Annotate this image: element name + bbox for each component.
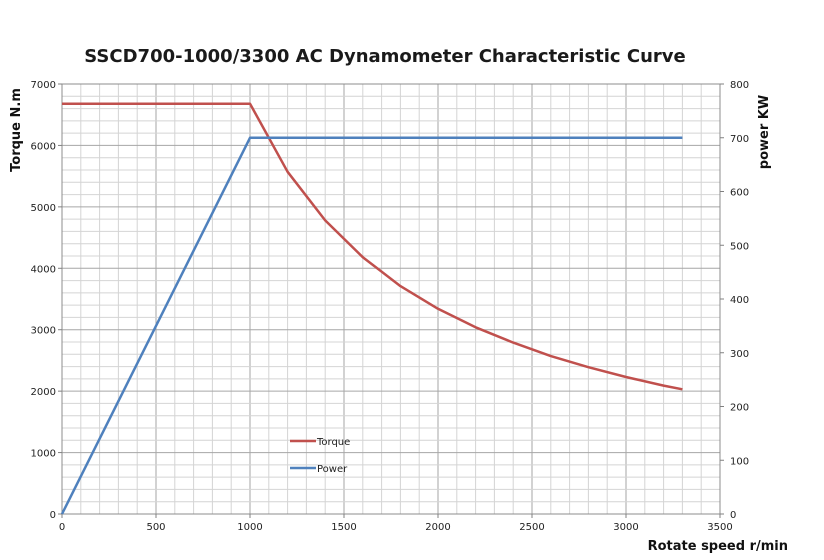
chart-title: SSCD700-1000/3300 AC Dynamometer Charact… — [84, 46, 685, 67]
x-tick-label: 3000 — [613, 522, 638, 533]
y-tick-label: 1000 — [31, 449, 56, 460]
y2-tick-label: 500 — [730, 241, 749, 252]
x-axis-title: Rotate speed r/min — [648, 539, 788, 554]
x-tick-label: 2000 — [425, 522, 450, 533]
x-axis-ticks: 0 500 1000 1500 2000 2500 3000 3500 — [59, 514, 733, 533]
y2-tick-label: 300 — [730, 349, 749, 360]
y-tick-label: 0 — [50, 510, 56, 521]
grid — [62, 84, 720, 514]
series-layer — [60, 102, 683, 515]
x-tick-label: 2500 — [519, 522, 544, 533]
y2-axis-ticks: 0 100 200 300 400 500 600 700 800 — [720, 80, 749, 521]
legend: Torque Power — [290, 437, 350, 475]
legend-label-torque: Torque — [316, 437, 350, 448]
y-tick-label: 5000 — [31, 203, 56, 214]
x-tick-label: 1500 — [331, 522, 356, 533]
y2-tick-label: 400 — [730, 295, 749, 306]
y2-tick-label: 200 — [730, 403, 749, 414]
x-tick-label: 3500 — [707, 522, 732, 533]
series-line-power — [60, 136, 683, 515]
y-axis-title: Torque N.m — [9, 88, 24, 172]
y2-tick-label: 800 — [730, 80, 749, 91]
y-tick-label: 7000 — [31, 80, 56, 91]
x-tick-label: 500 — [146, 522, 165, 533]
y-tick-label: 4000 — [31, 264, 56, 275]
legend-label-power: Power — [317, 464, 348, 475]
y2-tick-label: 700 — [730, 134, 749, 145]
y2-axis-title: power KW — [757, 95, 772, 169]
y2-tick-label: 100 — [730, 456, 749, 467]
x-tick-label: 0 — [59, 522, 65, 533]
y2-tick-label: 0 — [730, 510, 736, 521]
y-tick-label: 2000 — [31, 387, 56, 398]
series-line-torque — [62, 102, 683, 391]
y2-tick-label: 600 — [730, 188, 749, 199]
y-tick-label: 6000 — [31, 141, 56, 152]
y-tick-label: 3000 — [31, 326, 56, 337]
y-axis-ticks: 0 1000 2000 3000 4000 5000 6000 7000 — [31, 80, 62, 521]
x-tick-label: 1000 — [237, 522, 262, 533]
